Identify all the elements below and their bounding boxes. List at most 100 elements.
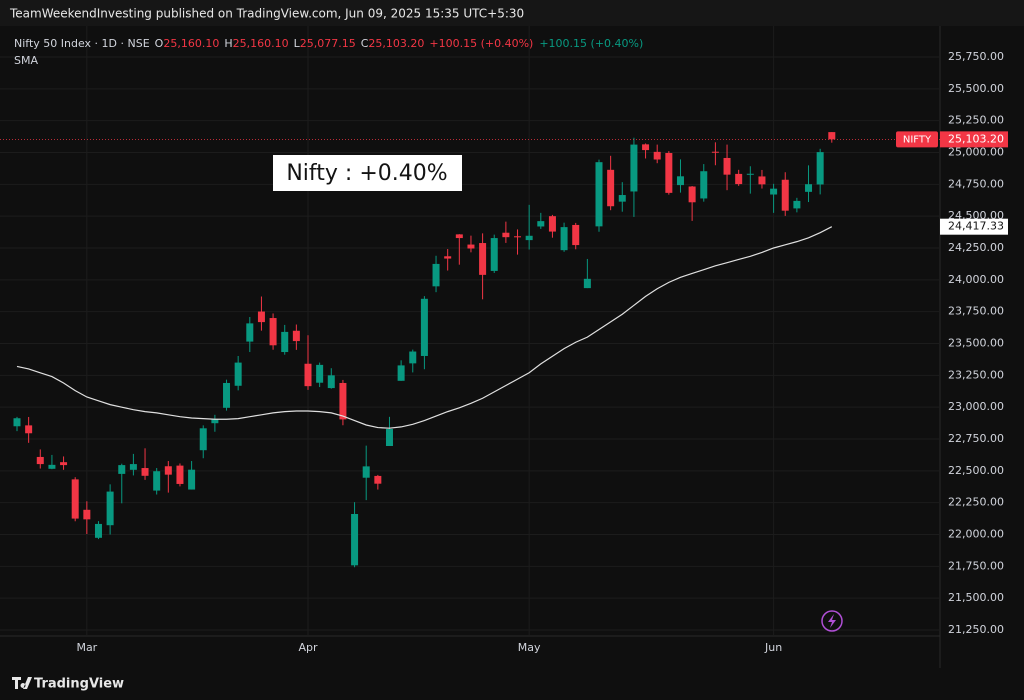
y-tick-label: 22,500.00 (948, 464, 1004, 477)
top-bar (0, 0, 1024, 26)
y-tick-label: 21,500.00 (948, 591, 1004, 604)
candle-body (188, 469, 196, 490)
candle-body (665, 153, 673, 193)
footer-brand: TradingView (34, 677, 124, 692)
legend-l_key: L (294, 37, 301, 50)
candle-body (490, 238, 498, 271)
legend-o: 25,160.10 (163, 37, 219, 50)
y-tick-label: 23,500.00 (948, 337, 1004, 350)
candle-body (432, 263, 440, 287)
y-tick-label: 22,000.00 (948, 528, 1004, 541)
candle-body (292, 330, 300, 342)
legend-change: +100.15 (+0.40%) (429, 37, 533, 50)
candle-body (234, 362, 242, 386)
candle-body (48, 464, 56, 469)
x-tick-label: Apr (298, 641, 318, 654)
candle-body (537, 221, 545, 227)
candle-body (362, 466, 370, 478)
candle-body (805, 184, 813, 192)
candle-body (758, 176, 766, 185)
candle-body (711, 151, 719, 153)
y-tick-label: 24,000.00 (948, 273, 1004, 286)
candle-body (525, 235, 533, 241)
legend-h: 25,160.10 (233, 37, 289, 50)
legend-l: 25,077.15 (300, 37, 356, 50)
y-tick-label: 23,250.00 (948, 368, 1004, 381)
ticker-badge (896, 131, 938, 148)
candle-body (281, 331, 289, 353)
candle-body (723, 157, 731, 175)
candle-body (36, 456, 44, 465)
candle-body (409, 351, 417, 364)
candle-body (223, 382, 231, 408)
candle-body (595, 162, 603, 227)
x-tick-label: Jun (764, 641, 782, 654)
candle-body (455, 234, 463, 239)
candle-body (199, 428, 207, 451)
x-tick-label: Mar (76, 641, 97, 654)
candle-body (71, 479, 79, 519)
candle-body (164, 466, 172, 475)
y-tick-label: 22,250.00 (948, 496, 1004, 509)
y-tick-label: 25,750.00 (948, 50, 1004, 63)
candle-body (304, 363, 312, 387)
alert-icon[interactable] (821, 610, 843, 632)
y-tick-label: 24,750.00 (948, 177, 1004, 190)
candle-body (316, 364, 324, 383)
candle-body (94, 523, 102, 538)
candle-body (385, 428, 393, 447)
annotation-box (273, 155, 462, 191)
candle-body (560, 227, 568, 251)
y-tick-label: 21,750.00 (948, 559, 1004, 572)
alert-bolt (828, 614, 836, 628)
candle-body (257, 311, 265, 323)
candle-body (339, 382, 347, 420)
candle-body (129, 464, 137, 470)
sma-legend: SMA (14, 54, 38, 67)
y-tick-label: 23,750.00 (948, 305, 1004, 318)
published-note: TeamWeekendInvesting published on Tradin… (9, 7, 524, 21)
marks (0, 132, 940, 568)
legend-h_key: H (224, 37, 232, 50)
y-tick-label: 24,250.00 (948, 241, 1004, 254)
candle-body (502, 232, 510, 238)
legend-c_key: C (361, 37, 369, 50)
candle-body (735, 173, 743, 185)
candle-body (13, 418, 21, 427)
candle-body (770, 188, 778, 195)
candle-body (816, 152, 824, 185)
candle-body (676, 176, 684, 186)
candle-body (327, 375, 335, 389)
last-price-badge (940, 131, 1008, 148)
last-price-label: 25,103.20 (948, 132, 1004, 145)
y-tick-label: 21,250.00 (948, 623, 1004, 636)
legend-symbol: Nifty 50 Index · 1D · NSE (14, 37, 150, 50)
legend-change2: +100.15 (+0.40%) (539, 37, 643, 50)
tv-logo (12, 677, 32, 689)
candle-body (479, 243, 487, 275)
candle-body (630, 144, 638, 192)
candle-body (25, 425, 33, 434)
y-tick-label: 22,750.00 (948, 432, 1004, 445)
candle-body (141, 468, 149, 476)
sma-last-label: 24,417.33 (948, 220, 1004, 233)
candle-body (572, 224, 580, 246)
candle-body (514, 236, 522, 238)
candle-body (106, 491, 114, 526)
candle-body (828, 132, 836, 140)
candle-body (688, 186, 696, 203)
candle-body (351, 513, 359, 566)
candle-body (444, 256, 452, 259)
candle-body (60, 462, 68, 466)
candle-body (397, 365, 405, 381)
y-tick-label: 25,000.00 (948, 146, 1004, 159)
candle-body (746, 173, 754, 175)
sma-line (16, 226, 833, 429)
legend-o_key: O (155, 37, 164, 50)
legend-c: 25,103.20 (368, 37, 424, 50)
candle-body (781, 179, 789, 211)
y-tick-label: 25,500.00 (948, 82, 1004, 95)
ticker-label: NIFTY (903, 134, 932, 145)
